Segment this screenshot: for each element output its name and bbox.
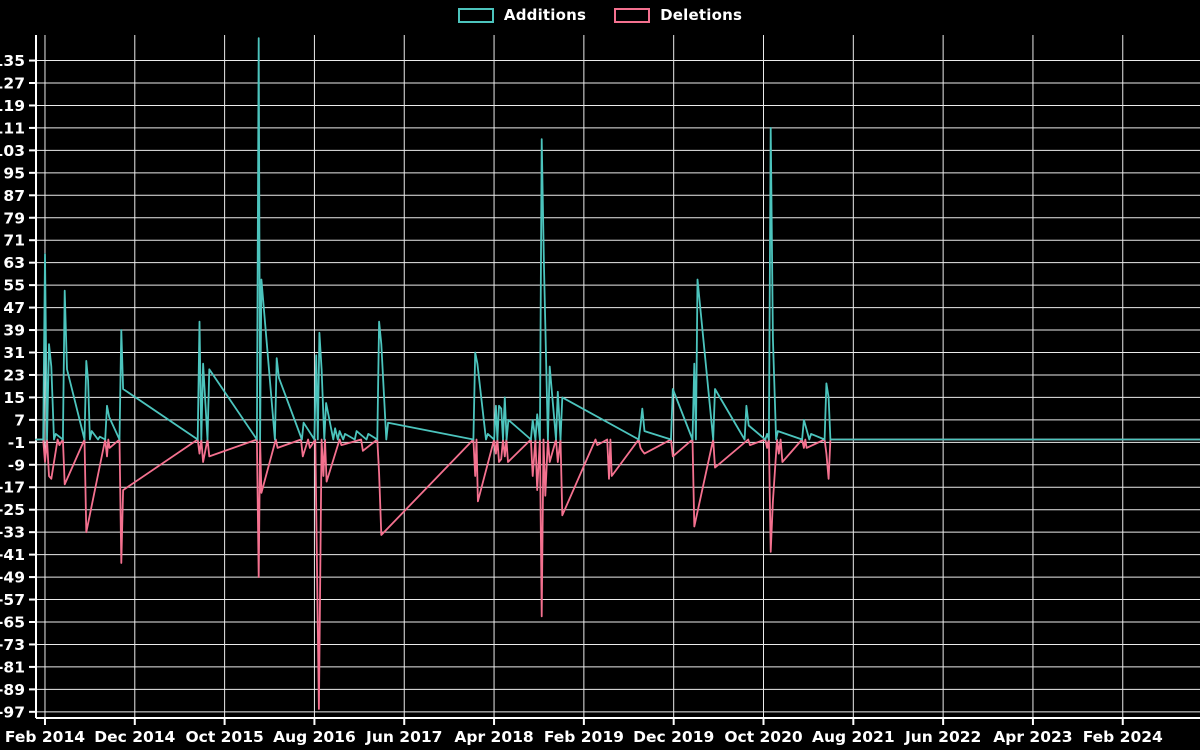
y-tick-label: -97 xyxy=(0,703,25,721)
x-tick-label: Apr 2018 xyxy=(454,728,533,746)
y-tick-label: -65 xyxy=(0,613,25,631)
y-tick-label: -33 xyxy=(0,524,25,542)
y-tick-label: -25 xyxy=(0,501,25,519)
y-tick-label: 23 xyxy=(3,366,25,384)
y-tick-label: 15 xyxy=(3,389,25,407)
y-tick-label: -89 xyxy=(0,681,25,699)
y-tick-label: 63 xyxy=(3,254,25,272)
y-tick-label: 79 xyxy=(3,209,25,227)
y-tick-label: 47 xyxy=(3,299,25,317)
y-tick-label: -49 xyxy=(0,569,25,587)
y-tick-label: -9 xyxy=(8,456,25,474)
y-tick-label: 127 xyxy=(0,75,25,93)
x-tick-label: Feb 2024 xyxy=(1083,728,1163,746)
x-tick-label: Oct 2020 xyxy=(724,728,803,746)
y-tick-label: 71 xyxy=(3,232,25,250)
axes-spines xyxy=(29,35,1200,725)
y-tick-label: 95 xyxy=(3,164,25,182)
y-tick-label: 7 xyxy=(14,411,25,429)
y-tick-label: -41 xyxy=(0,546,25,564)
y-tick-label: -17 xyxy=(0,479,25,497)
y-tick-label: -57 xyxy=(0,591,25,609)
x-tick-label: Dec 2014 xyxy=(94,728,175,746)
x-tick-label: Jun 2017 xyxy=(365,728,442,746)
y-tick-label: 135 xyxy=(0,52,25,70)
x-tick-label: Jun 2022 xyxy=(904,728,981,746)
y-tick-label: -73 xyxy=(0,636,25,654)
y-tick-label: -1 xyxy=(8,434,25,452)
x-tick-label: Aug 2021 xyxy=(812,728,895,746)
legend-label-additions: Additions xyxy=(503,6,587,24)
y-tick-label: -81 xyxy=(0,658,25,676)
y-tick-label: 87 xyxy=(3,187,25,205)
y-tick-label: 55 xyxy=(3,277,25,295)
x-tick-label: Feb 2019 xyxy=(544,728,624,746)
series-line-deletions xyxy=(35,438,1200,710)
y-tick-label: 111 xyxy=(0,119,25,137)
x-tick-label: Dec 2019 xyxy=(633,728,714,746)
x-tick-label: Apr 2023 xyxy=(993,728,1072,746)
series-line-additions xyxy=(35,37,1200,441)
deletions-swatch xyxy=(614,7,651,23)
legend-item-deletions[interactable]: Deletions xyxy=(614,6,742,24)
grid-lines xyxy=(36,35,1200,718)
x-tick-label: Oct 2015 xyxy=(185,728,263,746)
x-tick-label: Aug 2016 xyxy=(273,728,356,746)
tick-labels: 135 127 119 111 103 95 87 79 71 63 55 47 39 31 23 15 7 -1… xyxy=(0,52,1163,746)
y-tick-label: 39 xyxy=(3,322,25,340)
legend-label-deletions: Deletions xyxy=(660,6,743,24)
x-tick-label: Feb 2014 xyxy=(5,728,85,746)
y-tick-label: 103 xyxy=(0,142,25,160)
legend: Additions Deletions xyxy=(0,6,1200,24)
additions-swatch xyxy=(457,7,494,23)
y-tick-label: 119 xyxy=(0,97,25,115)
y-tick-label: 31 xyxy=(3,344,25,362)
legend-item-additions[interactable]: Additions xyxy=(457,6,587,24)
